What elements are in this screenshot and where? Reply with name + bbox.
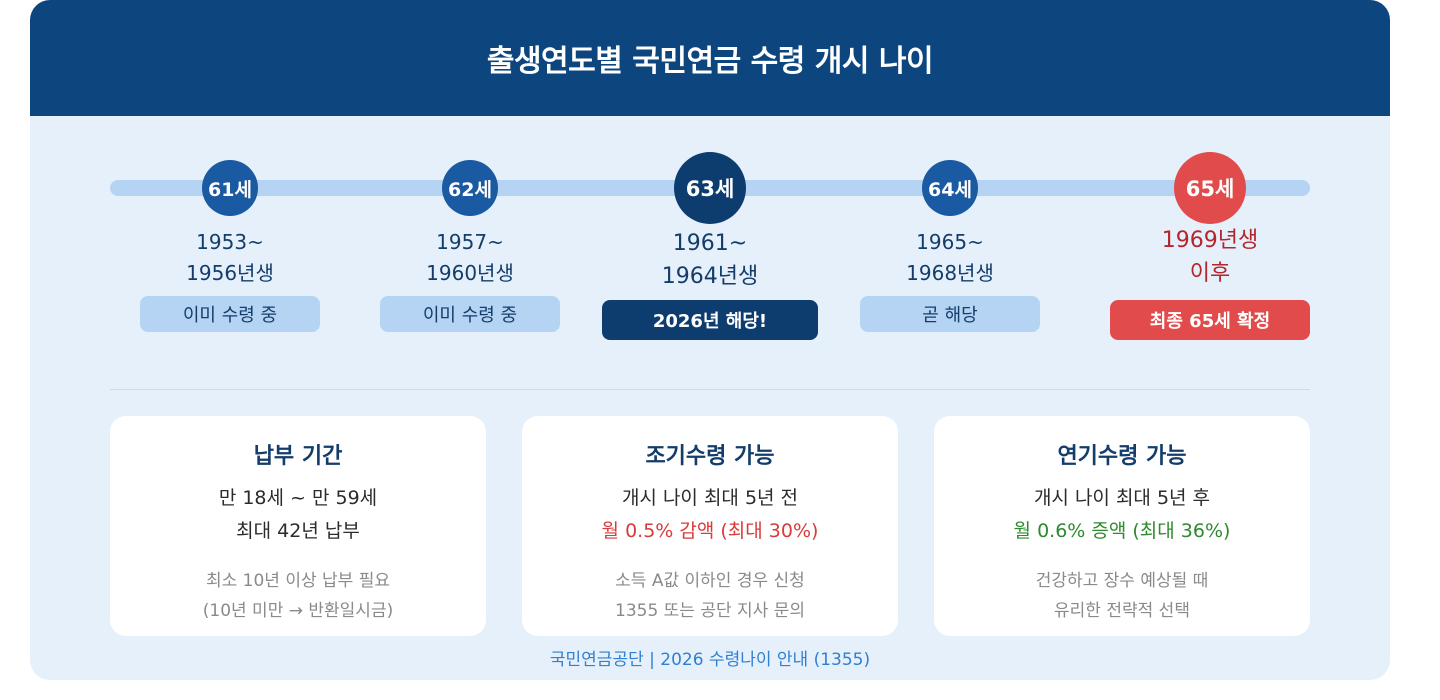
timeline-stage-62: 62세 1957~ 1960년생 이미 수령 중 [370,0,570,360]
age-badge-63: 63세 [674,152,746,224]
section-divider [110,389,1310,390]
birth-years-line2: 이후 [1189,261,1231,286]
birth-years-line1: 1957~ [436,230,504,254]
info-note2: 유리한 전략적 선택 [1054,601,1190,621]
info-card-note: 소득 A값 이하인 경우 신청 1355 또는 공단 지사 문의 [522,566,898,626]
info-card-payment-period: 납부 기간 만 18세 ~ 만 59세 최대 42년 납부 최소 10년 이상 … [110,416,486,636]
info-card-title: 납부 기간 [253,444,343,469]
increase-rate: 월 0.6% 증액 (최대 36%) [1013,520,1231,542]
footer-source: 국민연금공단 | 2026 수령나이 안내 (1355) [549,650,871,670]
birth-years-line1: 1965~ [916,230,984,254]
reduction-rate: 월 0.5% 감액 (최대 30%) [601,520,819,542]
status-badge-65: 최종 65세 확정 [1110,300,1310,340]
timeline-stage-63: 63세 1961~ 1964년생 2026년 해당! [602,0,818,360]
birth-years-65: 1969년생 이후 [1110,224,1310,290]
info-note1: 건강하고 장수 예상될 때 [1035,571,1209,591]
timeline-stage-61: 61세 1953~ 1956년생 이미 수령 중 [130,0,330,360]
info-card-main: 만 18세 ~ 만 59세 최대 42년 납부 [110,482,486,548]
info-card-note: 건강하고 장수 예상될 때 유리한 전략적 선택 [934,566,1310,626]
age-badge-62: 62세 [442,160,498,216]
birth-years-line1: 1969년생 [1161,228,1259,253]
pension-age-card: 출생연도별 국민연금 수령 개시 나이 61세 1953~ 1956년생 이미 … [30,0,1390,680]
info-line1: 만 18세 ~ 만 59세 [218,487,378,509]
info-card-main: 개시 나이 최대 5년 후 월 0.6% 증액 (최대 36%) [934,482,1310,548]
birth-years-61: 1953~ 1956년생 [130,227,330,289]
timeline-stage-65: 65세 1969년생 이후 최종 65세 확정 [1110,0,1310,360]
birth-years-64: 1965~ 1968년생 [850,227,1050,289]
status-badge-62: 이미 수령 중 [380,296,560,332]
info-line2: 최대 42년 납부 [236,520,360,542]
birth-years-62: 1957~ 1960년생 [370,227,570,289]
birth-years-line2: 1960년생 [426,261,514,285]
birth-years-line2: 1964년생 [661,264,759,289]
info-card-deferred-pension: 연기수령 가능 개시 나이 최대 5년 후 월 0.6% 증액 (최대 36%)… [934,416,1310,636]
info-card-main: 개시 나이 최대 5년 전 월 0.5% 감액 (최대 30%) [522,482,898,548]
birth-years-line2: 1968년생 [906,261,994,285]
info-line1: 개시 나이 최대 5년 전 [621,487,799,509]
birth-years-line1: 1961~ [672,231,748,256]
age-badge-61: 61세 [202,160,258,216]
birth-years-line2: 1956년생 [186,261,274,285]
birth-years-line1: 1953~ [196,230,264,254]
status-badge-61: 이미 수령 중 [140,296,320,332]
info-line1: 개시 나이 최대 5년 후 [1033,487,1211,509]
age-badge-65: 65세 [1174,152,1246,224]
page-title: 출생연도별 국민연금 수령 개시 나이 [486,44,934,79]
info-card-early-pension: 조기수령 가능 개시 나이 최대 5년 전 월 0.5% 감액 (최대 30%)… [522,416,898,636]
header-banner: 출생연도별 국민연금 수령 개시 나이 [30,0,1390,116]
status-badge-63: 2026년 해당! [602,300,818,340]
birth-years-63: 1961~ 1964년생 [610,227,810,293]
info-note2: (10년 미만 → 반환일시금) [202,601,394,621]
timeline-stage-64: 64세 1965~ 1968년생 곧 해당 [850,0,1050,360]
info-card-note: 최소 10년 이상 납부 필요 (10년 미만 → 반환일시금) [110,566,486,626]
age-badge-64: 64세 [922,160,978,216]
info-note1: 최소 10년 이상 납부 필요 [205,571,390,591]
info-card-title: 연기수령 가능 [1057,444,1187,469]
info-note2: 1355 또는 공단 지사 문의 [615,601,805,621]
info-note1: 소득 A값 이하인 경우 신청 [615,571,805,591]
info-card-title: 조기수령 가능 [645,444,775,469]
status-badge-64: 곧 해당 [860,296,1040,332]
